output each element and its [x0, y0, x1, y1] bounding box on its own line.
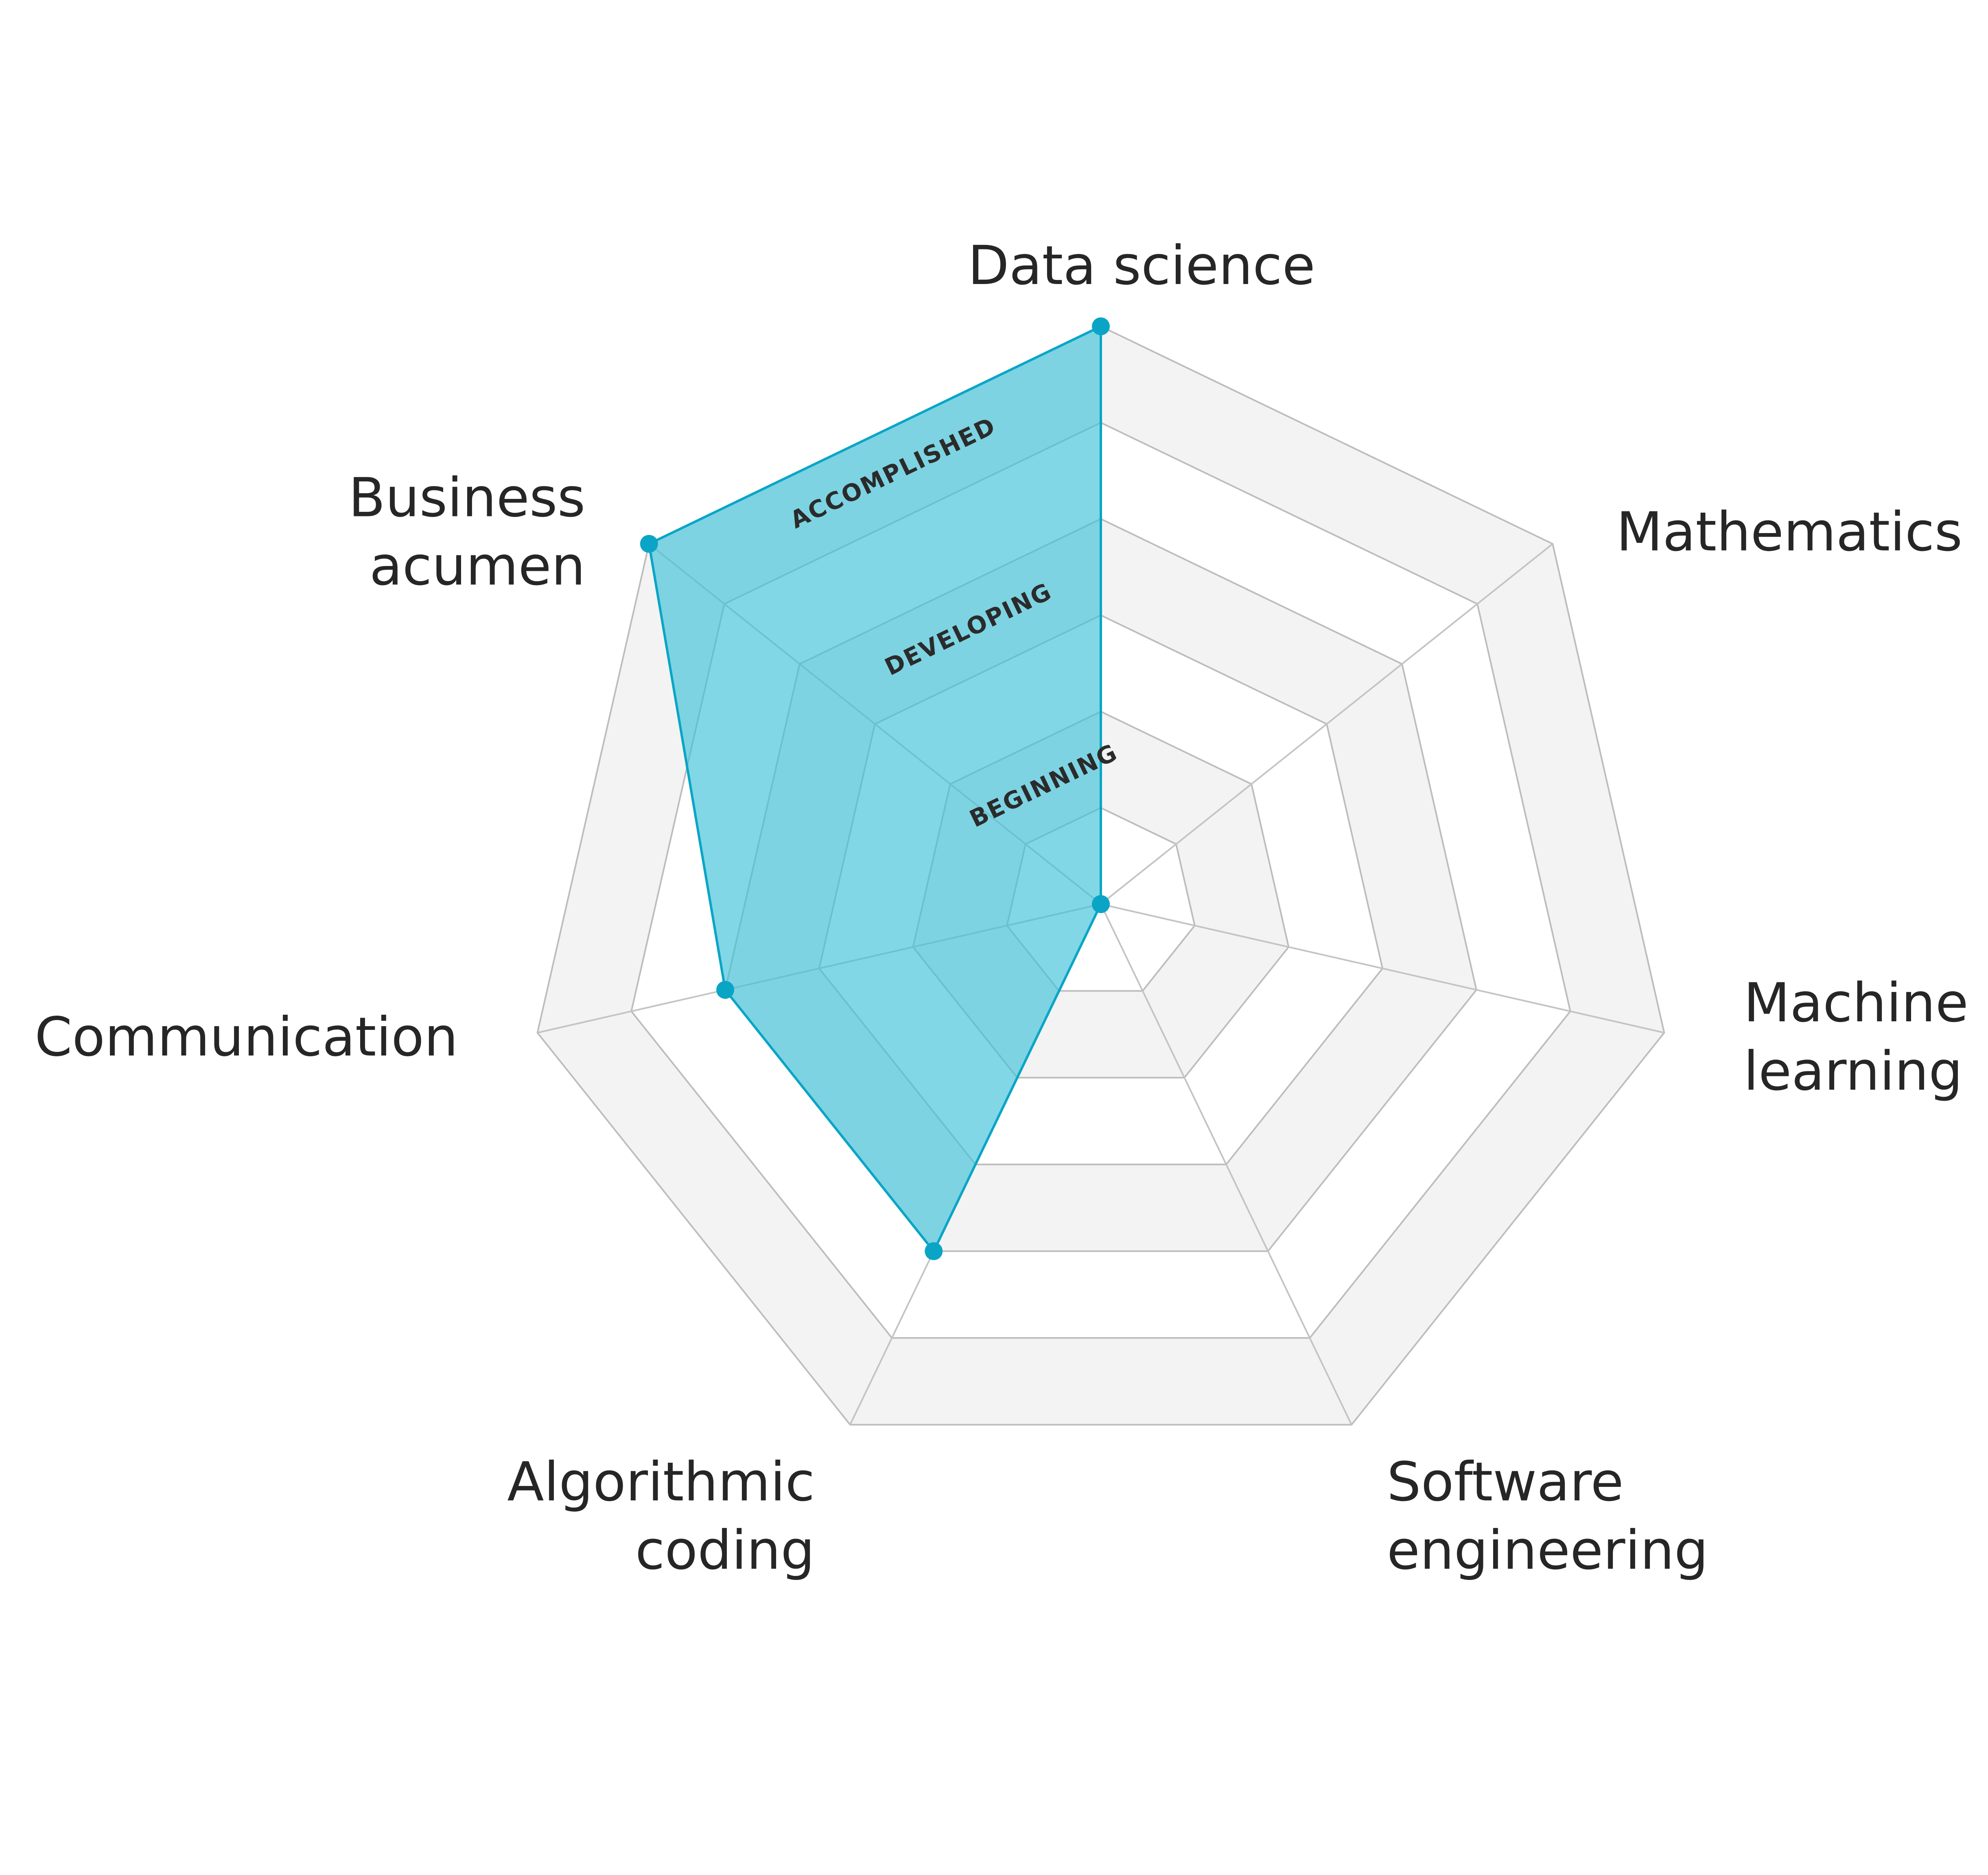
axis-label-machine_learning: Machine learning: [1743, 972, 1968, 1103]
axis-label-line: Business: [348, 467, 585, 529]
axis-label-line: Algorithmic: [507, 1451, 815, 1514]
axis-label-line: Machine: [1743, 972, 1968, 1034]
axis-label-communication: Communication: [35, 1006, 458, 1069]
data-point-communication: [716, 981, 735, 999]
axis-label-line: acumen: [370, 535, 586, 598]
data-point-data_science: [1092, 317, 1110, 335]
axis-label-mathematics: Mathematics: [1616, 501, 1963, 564]
axis-label-line: Communication: [35, 1006, 458, 1069]
axis-label-data_science: Data science: [968, 234, 1315, 297]
spoke-mathematics: [1100, 543, 1553, 905]
axis-label-line: Software: [1387, 1451, 1624, 1514]
axis-label-line: Mathematics: [1616, 501, 1963, 564]
axis-label-line: learning: [1743, 1040, 1963, 1103]
axis-labels: Data science Mathematics Machine learning So…: [35, 234, 1968, 1582]
data-point-business_acumen: [640, 535, 658, 553]
skills-series: [640, 317, 1110, 1260]
spoke-software_engineering: [1100, 904, 1352, 1425]
axis-label-line: Data science: [968, 234, 1315, 297]
data-point-software_engineering: [1092, 895, 1110, 913]
grid-rings: [536, 325, 1665, 1426]
axis-label-line: coding: [635, 1519, 815, 1582]
axis-label-algorithmic_coding: Algorithmic coding: [507, 1451, 815, 1582]
axis-label-business_acumen: Business acumen: [348, 467, 585, 598]
axis-label-line: engineering: [1387, 1519, 1708, 1582]
series-area: [647, 324, 1102, 1254]
data-point-algorithmic_coding: [925, 1242, 943, 1260]
axis-label-software_engineering: Software engineering: [1387, 1451, 1708, 1582]
grid-ring-6: [536, 325, 1665, 1426]
spoke-machine_learning: [1100, 903, 1664, 1034]
